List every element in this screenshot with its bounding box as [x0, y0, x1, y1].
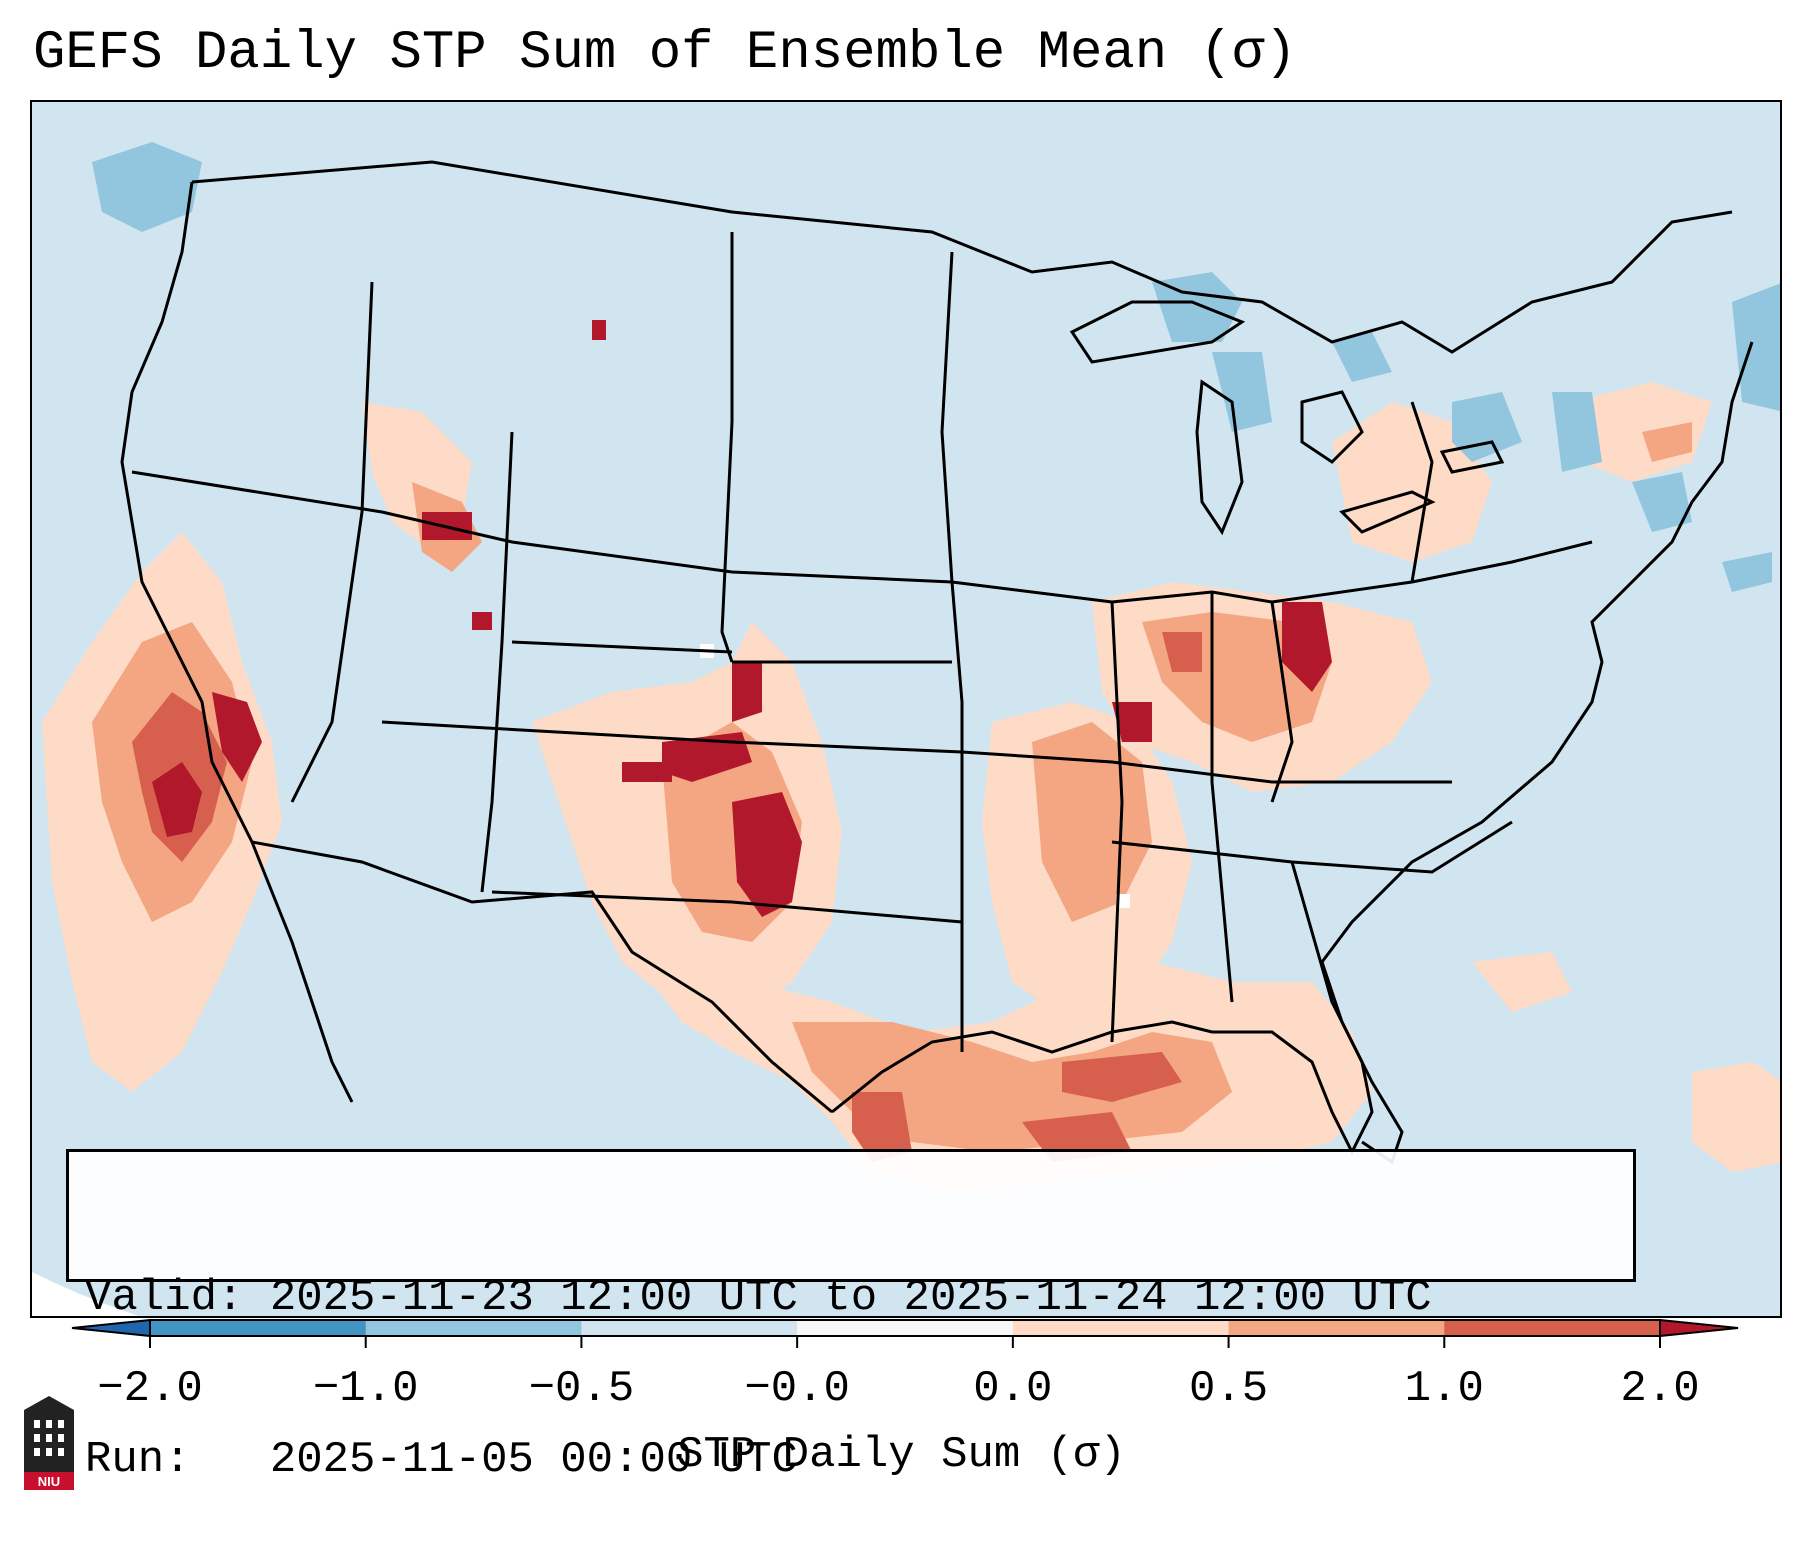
- state-line-16: [1410, 401, 1434, 583]
- colorbar-segment: [581, 1320, 798, 1336]
- niu-logo: NIU: [24, 1396, 74, 1490]
- lake-erie: [1339, 490, 1436, 534]
- pacific-coast: [120, 181, 354, 1103]
- michigan-negative: [1212, 352, 1272, 432]
- ontario-negative: [1452, 392, 1522, 462]
- run-time-text: Run: 2025-11-05 00:00 UTC: [85, 1435, 798, 1485]
- colorbar-tick-label: 1.0: [1404, 1364, 1484, 1414]
- vermont-negative: [1552, 392, 1602, 472]
- in-peak: [1282, 602, 1332, 692]
- huron-negative: [1332, 332, 1392, 382]
- atlantic-light: [1692, 1062, 1780, 1172]
- colorbar-segment: [1444, 1320, 1661, 1336]
- state-line-10: [1110, 601, 1124, 1043]
- colorbar-extend-high: [1659, 1318, 1739, 1338]
- borders: [120, 160, 1754, 1165]
- state-line-12: [1270, 601, 1294, 803]
- colorbar-tick-label: 0.0: [973, 1364, 1053, 1414]
- ok-tx-peak: [732, 792, 802, 917]
- il-strong: [1162, 632, 1202, 672]
- colorbar-tick-label: −1.0: [312, 1364, 419, 1414]
- colorbar-extend-low: [71, 1318, 151, 1338]
- cape-negative: [1632, 472, 1692, 532]
- utah-peak: [472, 612, 492, 630]
- state-line-9: [1111, 540, 1593, 604]
- lake-superior: [1069, 300, 1246, 364]
- map-panel: [30, 100, 1782, 1318]
- stp-map: [32, 102, 1780, 1316]
- valid-time-text: Valid: 2025-11-23 12:00 UTC to 2025-11-2…: [85, 1273, 1432, 1323]
- il-peak: [1112, 702, 1152, 742]
- chart-title: GEFS Daily STP Sum of Ensemble Mean (σ): [33, 23, 1297, 84]
- state-line-8: [511, 640, 733, 654]
- canada-border: [191, 160, 1733, 354]
- maritime-negative: [1732, 283, 1780, 412]
- valid-run-box: Valid: 2025-11-23 12:00 UTC to 2025-11-2…: [66, 1149, 1636, 1485]
- lake-huron: [1300, 390, 1364, 464]
- state-line-13: [1111, 820, 1513, 874]
- ca-peak: [152, 762, 202, 837]
- projection-edge: [32, 1272, 140, 1316]
- state-line-2: [290, 281, 374, 803]
- colorbar-tick-label: −0.0: [744, 1364, 850, 1414]
- mexico-border: [251, 840, 833, 1114]
- newengland-medium: [1642, 422, 1692, 462]
- colorbar-outline: [149, 1319, 1661, 1337]
- lake-ontario: [1439, 440, 1505, 474]
- state-line-4: [720, 232, 734, 663]
- atlantic-coast: [1320, 341, 1754, 963]
- state-line-14: [1290, 861, 1334, 1003]
- atlantic-negative: [1722, 552, 1772, 592]
- ks-peak: [732, 662, 762, 722]
- pnw-negative: [92, 142, 202, 232]
- state-line-1: [131, 470, 1113, 604]
- nm-peak: [622, 762, 672, 782]
- panhandle-peak: [662, 732, 752, 782]
- lake-michigan: [1195, 379, 1244, 536]
- ca-peak-2: [212, 692, 262, 782]
- logo-text: NIU: [38, 1474, 60, 1489]
- atlantic-light-2: [1472, 952, 1572, 1012]
- colorbar: [71, 1318, 1739, 1348]
- colorbar-tick-label: −2.0: [97, 1364, 203, 1414]
- state-line-5: [940, 251, 964, 1052]
- colorbar-segment: [365, 1320, 582, 1336]
- colorbar-segment: [1228, 1320, 1445, 1336]
- colorbar-tick-label: 2.0: [1620, 1364, 1700, 1414]
- montana-peak: [592, 320, 606, 340]
- colorbar-segment: [797, 1320, 1014, 1336]
- colorbar-label: STP Daily Sum (σ): [677, 1430, 1126, 1480]
- colorbar-tick-label: −0.5: [528, 1364, 635, 1414]
- state-line-3: [480, 431, 514, 893]
- colorbar-segment: [1012, 1320, 1230, 1336]
- state-line-6: [381, 720, 1452, 784]
- state-line-11: [1210, 592, 1234, 1003]
- colorbar-segments: [71, 1318, 1739, 1348]
- state-line-15: [491, 890, 963, 924]
- logo-band: [24, 1472, 74, 1490]
- la-strong: [1062, 1052, 1182, 1102]
- colorbar-segment: [150, 1320, 367, 1336]
- tx-coast-strong: [852, 1092, 912, 1162]
- colorbar-tick-label: 0.5: [1188, 1364, 1269, 1414]
